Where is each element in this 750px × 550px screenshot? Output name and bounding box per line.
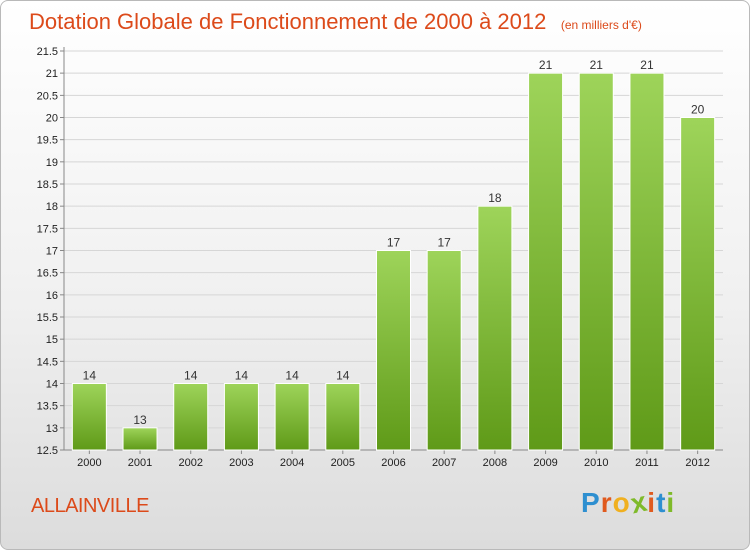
bar-2009: [528, 72, 564, 451]
proxiti-logo: Proxiti: [581, 486, 676, 520]
y-tick-label: 16.5: [37, 268, 58, 280]
data-label-2003: 14: [235, 369, 249, 383]
y-tick-label: 13.5: [37, 401, 58, 413]
logo-letter: t: [656, 487, 667, 518]
bar-2004: [274, 383, 310, 451]
x-tick-label-2000: 2000: [77, 457, 101, 469]
data-label-2000: 14: [83, 369, 97, 383]
data-label-2012: 20: [691, 103, 705, 117]
y-tick-label: 16: [46, 290, 58, 302]
bar-2012: [680, 117, 716, 451]
y-tick-label: 19: [46, 157, 58, 169]
title-line: Dotation Globale de Fonctionnement de 20…: [29, 9, 642, 35]
y-tick-label: 21.5: [37, 46, 58, 58]
y-tick-label: 20.5: [37, 90, 58, 102]
logo-letter: o: [612, 487, 631, 518]
x-tick-label-2001: 2001: [128, 457, 152, 469]
bar-2006: [376, 250, 411, 451]
x-tick-label-2012: 2012: [685, 457, 709, 469]
bars: [71, 72, 716, 451]
x-tick-label-2006: 2006: [381, 457, 405, 469]
bar-2003: [223, 383, 259, 451]
y-tick-label: 14: [46, 379, 58, 391]
logo-letter: i: [666, 487, 676, 518]
data-label-2010: 21: [590, 58, 604, 72]
labels: 12.5 13 13.5 14 14.5 15 15.5 16 16.5 17 17.5 18 18.5…: [37, 46, 710, 469]
data-label-2004: 14: [285, 369, 299, 383]
data-label-2002: 14: [184, 369, 198, 383]
chart-unit: (en milliers d'€): [560, 18, 642, 32]
data-label-2011: 21: [640, 58, 654, 72]
bar-2008: [477, 205, 513, 451]
y-tick-label: 21: [46, 68, 58, 80]
data-label-2001: 13: [133, 413, 147, 427]
x-tick-label-2007: 2007: [432, 457, 456, 469]
chart-title: Dotation Globale de Fonctionnement de 20…: [29, 9, 547, 34]
bar-2005: [325, 383, 361, 451]
x-tick-label-2009: 2009: [533, 457, 557, 469]
logo-letter: i: [647, 487, 657, 518]
x-tick-label-2005: 2005: [331, 457, 355, 469]
x-tick-label-2004: 2004: [280, 457, 304, 469]
y-tick-label: 15: [46, 334, 58, 346]
bar-2010: [578, 72, 614, 451]
data-label-2006: 17: [387, 236, 401, 250]
y-tick-label: 13: [46, 423, 58, 435]
commune-name: ALLAINVILLE: [31, 495, 149, 517]
x-tick-label-2010: 2010: [584, 457, 608, 469]
y-tick-label: 17.5: [37, 223, 58, 235]
bar-2002: [173, 383, 209, 451]
y-tick-label: 15.5: [37, 312, 58, 324]
y-tick-label: 20: [46, 113, 58, 125]
bar-2001: [122, 427, 158, 451]
bar-2011: [629, 72, 665, 451]
x-tick-label-2003: 2003: [229, 457, 253, 469]
x-tick-label-2011: 2011: [635, 457, 659, 469]
x-tick-label-2002: 2002: [178, 457, 202, 469]
data-label-2007: 17: [438, 236, 452, 250]
data-label-2008: 18: [488, 191, 502, 205]
y-tick-label: 14.5: [37, 356, 58, 368]
data-label-2005: 14: [336, 369, 350, 383]
y-tick-label: 12.5: [37, 445, 58, 457]
x-tick-label-2008: 2008: [483, 457, 507, 469]
logo-letter: P: [581, 487, 601, 518]
logo-letter: r: [600, 487, 613, 518]
data-label-2009: 21: [539, 58, 553, 72]
bar-2007: [426, 250, 462, 451]
bar-2000: [71, 383, 107, 451]
y-tick-label: 17: [46, 246, 58, 258]
y-tick-label: 18: [46, 201, 58, 213]
y-tick-label: 19.5: [37, 135, 58, 147]
y-tick-label: 18.5: [37, 179, 58, 191]
